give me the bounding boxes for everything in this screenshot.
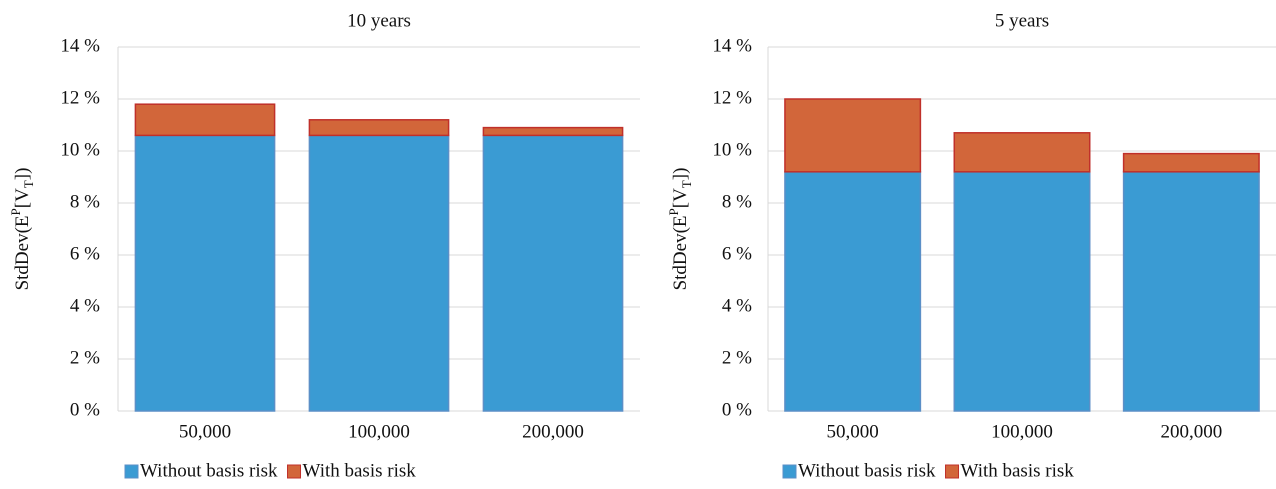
- bar-segment: [1122, 171, 1260, 412]
- legend-swatch: [945, 464, 960, 479]
- bar-segment: [482, 134, 624, 412]
- y-axis-label-part: P: [666, 208, 681, 215]
- bar-segment: [308, 134, 450, 412]
- y-tick-label: 2 %: [722, 347, 752, 368]
- y-axis-label-part: StdDev(E: [12, 215, 33, 290]
- y-tick-label: 2 %: [70, 347, 100, 368]
- y-tick-label: 6 %: [722, 243, 752, 264]
- legend-label: With basis risk: [303, 460, 417, 481]
- legend-swatch: [287, 464, 302, 479]
- bar-segment: [134, 134, 276, 412]
- bar-segment: [482, 126, 624, 137]
- y-tick-label: 4 %: [70, 295, 100, 316]
- y-axis-label-part: P: [8, 208, 23, 215]
- y-tick-label: 6 %: [70, 243, 100, 264]
- bar-segment: [784, 98, 922, 173]
- y-axis-label-part: StdDev(E: [670, 215, 691, 290]
- y-axis-label-part: [V: [12, 188, 33, 208]
- legend-label: Without basis risk: [798, 460, 936, 481]
- chart-title: 10 years: [347, 10, 411, 31]
- chart-title: 5 years: [995, 10, 1049, 31]
- y-axis-label: StdDev(EP[VT]): [8, 168, 36, 291]
- bar-segment: [308, 119, 450, 137]
- x-tick-label: 100,000: [991, 421, 1053, 442]
- x-tick-label: 200,000: [522, 421, 584, 442]
- y-tick-label: 8 %: [70, 191, 100, 212]
- y-axis-label: StdDev(EP[VT]): [666, 168, 694, 291]
- legend-label: Without basis risk: [140, 460, 278, 481]
- y-tick-label: 12 %: [60, 87, 100, 108]
- y-tick-label: 0 %: [70, 399, 100, 420]
- x-tick-label: 50,000: [827, 421, 879, 442]
- bar-segment: [134, 103, 276, 137]
- bar-segment: [784, 171, 922, 412]
- bar-segment: [1122, 152, 1260, 173]
- x-tick-label: 200,000: [1160, 421, 1222, 442]
- y-tick-label: 14 %: [712, 35, 752, 56]
- bar-segment: [953, 171, 1091, 412]
- chart: 5 years StdDev(EP[VT]) 0 % 2 % 4 % 6 % 8 % 10 %…: [666, 10, 1276, 481]
- y-tick-label: 14 %: [60, 35, 100, 56]
- y-tick-label: 10 %: [60, 139, 100, 160]
- x-tick-label: 50,000: [179, 421, 231, 442]
- y-axis-label-part: [V: [670, 188, 691, 208]
- y-axis-label-part: ]): [670, 168, 691, 181]
- legend-swatch: [782, 464, 797, 479]
- legend-label: With basis risk: [961, 460, 1075, 481]
- y-tick-label: 10 %: [712, 139, 752, 160]
- y-tick-label: 12 %: [712, 87, 752, 108]
- y-tick-label: 0 %: [722, 399, 752, 420]
- x-tick-label: 100,000: [348, 421, 410, 442]
- y-axis-label-part: T: [21, 180, 36, 188]
- y-axis-label-part: ]): [12, 168, 33, 181]
- bar-segment: [953, 132, 1091, 173]
- y-tick-label: 8 %: [722, 191, 752, 212]
- y-tick-label: 4 %: [722, 295, 752, 316]
- chart: 10 years StdDev(EP[VT]) 0 % 2 % 4 % 6 % 8 % 10 …: [8, 10, 640, 481]
- y-axis-label-part: T: [679, 180, 694, 188]
- legend-swatch: [124, 464, 139, 479]
